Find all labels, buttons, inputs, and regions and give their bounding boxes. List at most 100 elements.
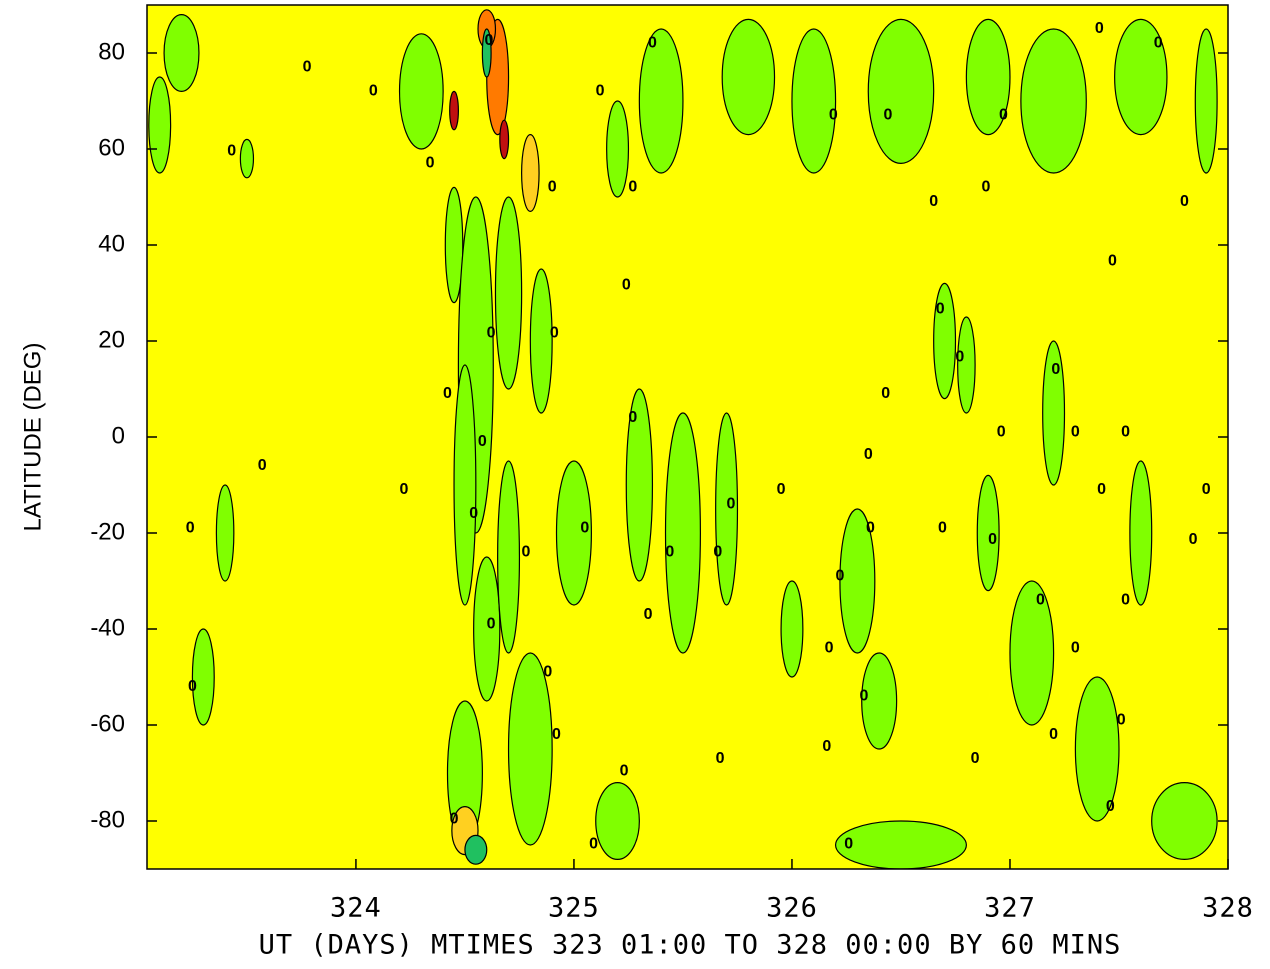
contour-label: 0 xyxy=(936,301,945,318)
contour-label: 0 xyxy=(628,179,637,196)
contour-label: 0 xyxy=(1202,481,1211,498)
contour-label: 0 xyxy=(1036,591,1045,608)
contour-region xyxy=(521,134,540,213)
contour-label: 0 xyxy=(644,606,653,623)
contour-label: 0 xyxy=(982,179,991,196)
contour-label: 0 xyxy=(829,107,838,124)
contour-region xyxy=(473,556,501,702)
x-tick-label: 326 xyxy=(766,893,818,924)
y-tick-label: -60 xyxy=(90,710,125,737)
contour-label: 0 xyxy=(1121,591,1130,608)
x-tick-label: 327 xyxy=(984,893,1036,924)
contour-label: 0 xyxy=(550,325,559,342)
contour-label: 0 xyxy=(469,505,478,522)
contour-region xyxy=(148,76,172,174)
contour-region xyxy=(555,460,592,606)
contour-region xyxy=(834,820,967,869)
contour-label: 0 xyxy=(713,543,722,560)
contour-region xyxy=(867,18,935,165)
contour-region xyxy=(1194,28,1218,174)
contour-region xyxy=(1009,580,1055,726)
contour-label: 0 xyxy=(620,762,629,779)
contour-region xyxy=(163,13,200,93)
contour-label: 0 xyxy=(665,543,674,560)
contour-label: 0 xyxy=(522,543,531,560)
contour-label: 0 xyxy=(864,446,873,463)
contour-label: 0 xyxy=(258,457,267,474)
contour-label: 0 xyxy=(1097,481,1106,498)
contour-region xyxy=(1020,28,1087,174)
contour-label: 0 xyxy=(1049,726,1058,743)
y-tick-label: -80 xyxy=(90,806,125,833)
contour-label: 0 xyxy=(227,143,236,160)
contour-field: 0 0 0 0 0 0 0 0 0 0 0 0 0 0 0 0 0 0 0 0 0 0 0 0 0 0 0 0 0 0 0 0 0 0 0 0 0 0 0 0… xyxy=(148,9,1218,869)
contour-region xyxy=(444,186,464,304)
contour-label: 0 xyxy=(484,32,493,49)
contour-region xyxy=(965,18,1011,136)
contour-region xyxy=(1074,676,1120,822)
contour-label: 0 xyxy=(450,810,459,827)
y-tick-label: -20 xyxy=(90,518,125,545)
contour-label: 0 xyxy=(1071,639,1080,656)
contour-label: 0 xyxy=(938,519,947,536)
x-tick-label: 328 xyxy=(1202,893,1254,924)
contour-label: 0 xyxy=(399,481,408,498)
contour-region xyxy=(664,412,701,654)
contour-label: 0 xyxy=(543,663,552,680)
contour-region xyxy=(215,484,235,582)
y-tick-label: 20 xyxy=(98,326,125,353)
contour-region xyxy=(780,580,804,678)
contour-label: 0 xyxy=(1108,253,1117,270)
contour-label: 0 xyxy=(303,59,312,76)
contour-label: 0 xyxy=(844,835,853,852)
contour-label: 0 xyxy=(1189,531,1198,548)
contour-label: 0 xyxy=(1154,35,1163,52)
contour-region xyxy=(595,781,640,860)
contour-label: 0 xyxy=(443,385,452,402)
contour-label: 0 xyxy=(866,519,875,536)
contour-label: 0 xyxy=(369,83,378,100)
contour-label: 0 xyxy=(548,179,557,196)
contour-label: 0 xyxy=(777,481,786,498)
x-axis-label: UT (DAYS) MTIMES 323 01:00 TO 328 00:00 … xyxy=(259,930,1122,961)
contour-label: 0 xyxy=(726,495,735,512)
contour-region xyxy=(791,28,837,174)
y-axis-label: LATITUDE (DEG) xyxy=(19,343,46,532)
contour-region xyxy=(638,28,684,174)
contour-region xyxy=(494,196,523,390)
contour-region xyxy=(1042,340,1066,486)
contour-region xyxy=(239,138,255,179)
contour-label: 0 xyxy=(988,531,997,548)
contour-label: 0 xyxy=(999,107,1008,124)
contour-region xyxy=(453,364,477,606)
contour-region xyxy=(625,388,654,582)
contour-label: 0 xyxy=(552,726,561,743)
contour-label: 0 xyxy=(883,107,892,124)
contour-label: 0 xyxy=(596,83,605,100)
contour-label: 0 xyxy=(881,385,890,402)
y-tick-label: 80 xyxy=(98,38,125,65)
contour-region xyxy=(529,268,553,414)
contour-label: 0 xyxy=(716,750,725,767)
contour-region xyxy=(499,119,510,160)
contour-region xyxy=(957,316,976,414)
y-tick-label: 60 xyxy=(98,134,125,161)
contour-label: 0 xyxy=(971,750,980,767)
y-tick-label: 40 xyxy=(98,230,125,257)
contour-label: 0 xyxy=(487,615,496,632)
contour-label: 0 xyxy=(1180,193,1189,210)
contour-region xyxy=(191,628,215,726)
contour-label: 0 xyxy=(822,738,831,755)
contour-label: 0 xyxy=(1095,20,1104,37)
contour-label: 0 xyxy=(929,193,938,210)
contour-label: 0 xyxy=(997,423,1006,440)
contour-label: 0 xyxy=(188,678,197,695)
contour-label: 0 xyxy=(580,519,589,536)
contour-region xyxy=(497,460,521,654)
x-tick-label: 324 xyxy=(330,893,382,924)
contour-label: 0 xyxy=(487,325,496,342)
y-tick-label: 0 xyxy=(112,422,125,449)
contour-region xyxy=(861,652,898,750)
contour-region xyxy=(1129,460,1153,606)
